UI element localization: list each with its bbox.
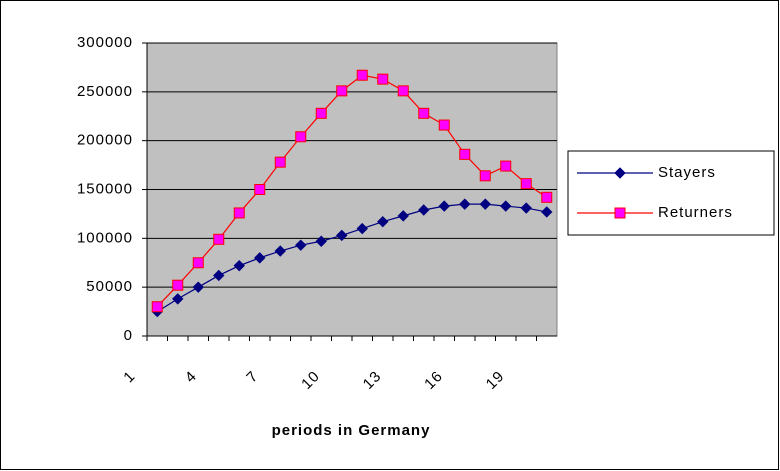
- y-tick-label: 150000: [77, 180, 133, 197]
- data-point: [438, 119, 450, 131]
- data-point: [233, 259, 245, 272]
- data-point: [520, 178, 532, 190]
- data-point: [418, 107, 430, 119]
- data-point: [151, 301, 163, 313]
- data-point: [233, 207, 245, 219]
- data-point: [397, 210, 409, 222]
- data-point: [254, 252, 266, 264]
- y-tick-label: 300000: [77, 34, 133, 51]
- data-point: [172, 293, 184, 305]
- y-tick-label: 50000: [86, 278, 133, 295]
- legend-marker: [614, 167, 626, 179]
- data-point: [500, 160, 512, 172]
- data-point: [254, 184, 266, 195]
- data-point: [520, 202, 532, 214]
- legend-marker: [614, 207, 626, 219]
- y-tick-label: 200000: [77, 132, 133, 149]
- data-point: [377, 216, 389, 228]
- data-point: [213, 233, 225, 245]
- legend: Stayers Returners: [567, 150, 775, 236]
- data-point: [500, 200, 512, 212]
- data-point: [397, 85, 409, 97]
- data-point: [295, 239, 307, 251]
- legend-box: [567, 150, 775, 236]
- x-axis-label: periods in Germany: [272, 422, 431, 439]
- y-tick-label: 100000: [77, 229, 133, 246]
- data-point: [459, 198, 471, 210]
- data-point: [192, 257, 204, 269]
- data-point: [438, 200, 450, 212]
- data-point: [479, 170, 491, 182]
- y-tick-label: 250000: [77, 83, 133, 100]
- y-tick-label: 0: [124, 327, 133, 344]
- data-point: [192, 281, 204, 293]
- data-point: [356, 222, 368, 235]
- data-point: [274, 156, 286, 168]
- data-point: [459, 148, 471, 160]
- data-point: [418, 204, 430, 216]
- data-point: [479, 198, 491, 210]
- data-point: [295, 131, 307, 143]
- data-point: [274, 245, 286, 257]
- data-point: [213, 269, 225, 282]
- data-point: [377, 73, 389, 85]
- data-point: [315, 235, 327, 247]
- data-point: [541, 206, 553, 218]
- data-point: [356, 69, 368, 81]
- legend-label: Stayers: [658, 164, 716, 181]
- data-point: [541, 191, 553, 203]
- data-point: [336, 85, 348, 97]
- data-point: [315, 107, 327, 119]
- legend-label: Returners: [658, 204, 733, 221]
- data-point: [336, 229, 348, 242]
- data-point: [172, 279, 184, 291]
